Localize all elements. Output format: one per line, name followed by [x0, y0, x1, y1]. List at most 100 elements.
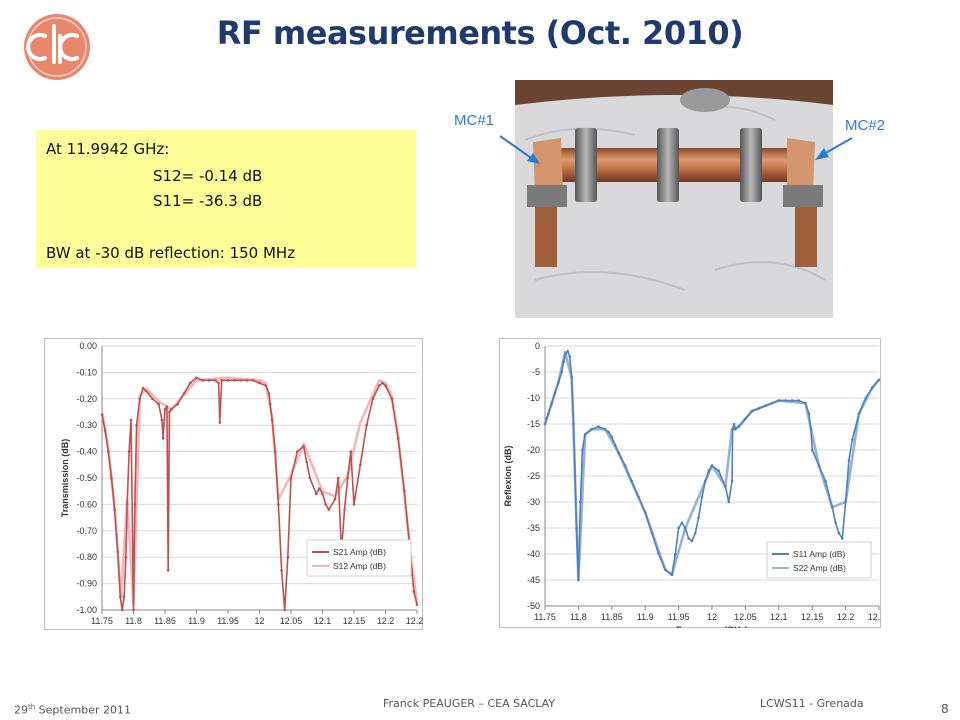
series-1-point [270, 418, 274, 422]
series-1-point [847, 459, 851, 462]
series-1-point [590, 427, 594, 431]
series-1-point [732, 422, 736, 426]
y-tick-label: -1.00 [76, 605, 97, 615]
series-1-point [694, 531, 697, 535]
series-1-point [643, 511, 647, 514]
series-1-point [308, 476, 312, 480]
series-1-point [670, 573, 674, 577]
y-tick-label: -5 [532, 367, 540, 377]
series-1-point [144, 389, 148, 393]
series-1-point [657, 552, 660, 556]
series-1-point [217, 381, 220, 385]
series-1-point [182, 392, 186, 395]
series-1-point [365, 423, 368, 427]
series-1-point [327, 508, 331, 511]
series-1-point [568, 355, 572, 358]
info-bandwidth: BW at -30 dB reflection: 150 MHz [46, 244, 296, 262]
series-1-point [214, 379, 217, 382]
series-1-point [730, 479, 734, 483]
series-1-point [220, 379, 223, 382]
legend-box [766, 541, 872, 579]
series-1-point [617, 451, 620, 454]
series-2-point [258, 379, 261, 382]
series-1-point [138, 397, 142, 401]
x-tick-label: 12.15 [801, 612, 824, 622]
series-1-point [784, 399, 787, 402]
mc2-label: MC#2 [845, 117, 886, 134]
y-tick-label: -45 [527, 575, 540, 585]
series-2-point [264, 381, 268, 385]
series-1-point [103, 429, 107, 432]
legend-box [306, 539, 412, 577]
series-1-point [161, 437, 165, 440]
series-1-point [207, 379, 211, 382]
series-1-point [581, 448, 584, 452]
series-1-point [577, 578, 580, 582]
series-2-point [157, 400, 160, 403]
y-tick-label: -0.90 [76, 579, 97, 589]
series-1-point [557, 381, 560, 384]
series-1-point [163, 408, 167, 411]
series-2-point [302, 442, 305, 445]
series-1-point [797, 399, 801, 402]
y-tick-label: -30 [527, 497, 540, 507]
series-1-point [201, 379, 205, 382]
series-1-point [683, 526, 687, 530]
series-1-point [877, 378, 881, 382]
x-tick-label: 12.05 [280, 616, 303, 626]
series-1-point [412, 590, 416, 593]
x-tick-label: 12.05 [734, 612, 757, 622]
series-1-point [157, 402, 160, 406]
y-tick-label: -0.60 [76, 499, 97, 509]
series-1-point [744, 417, 747, 421]
y-tick-label: -20 [527, 445, 540, 455]
y-tick-label: -15 [527, 419, 540, 429]
info-frequency: At 11.9942 GHz: [46, 140, 170, 158]
series-1-point [286, 555, 290, 559]
series-1-point [724, 485, 727, 488]
footer-date: 29th September 2011 [14, 703, 131, 717]
series-1-point [570, 375, 574, 379]
series-1-point [717, 469, 720, 473]
series-1-point [834, 521, 837, 525]
series-1-point [809, 427, 813, 431]
x-tick-label: 12.1 [770, 612, 788, 622]
mc1-label: MC#1 [454, 112, 495, 129]
series-1-point [613, 443, 617, 447]
series-1-point [318, 487, 321, 490]
series-1-point [770, 401, 774, 405]
series-1-point [135, 423, 138, 427]
x-tick-label: 11.85 [601, 612, 623, 622]
series-1-point [840, 537, 844, 540]
series-1-point [396, 437, 400, 440]
series-1-point [553, 391, 557, 395]
series-1-point [630, 479, 634, 483]
series-1-point [352, 503, 356, 506]
footer-conference: LCWS11 - Grenada [760, 697, 864, 710]
series-1-point [132, 608, 135, 612]
series-1-point [547, 412, 550, 415]
series-1-point [824, 479, 827, 483]
series-1-point [165, 405, 169, 409]
series-1-point [168, 410, 171, 414]
series-1-point [810, 448, 814, 452]
series-1-point [727, 500, 730, 504]
series-1-point [141, 386, 145, 390]
series-1-point [807, 412, 811, 415]
transmission-chart: 0.00 -0.10 -0.20 -0.30 -0.40 -0.50 -0.60 -0.70 -… [44, 338, 423, 630]
series-1-point [283, 608, 286, 612]
series-1-point [543, 422, 547, 426]
series-1-point [790, 399, 794, 402]
series-1-point [233, 379, 236, 382]
series-1-point [857, 412, 861, 415]
series-1-point [737, 425, 741, 428]
series-1-point [264, 384, 268, 387]
series-1-point [871, 386, 874, 389]
series-2-point [226, 376, 230, 379]
series-1-point [346, 476, 350, 480]
series-1-point [707, 469, 710, 473]
series-1-point [650, 531, 654, 535]
mc1-arrow [499, 135, 540, 164]
y-tick-label: -0.20 [76, 394, 97, 404]
